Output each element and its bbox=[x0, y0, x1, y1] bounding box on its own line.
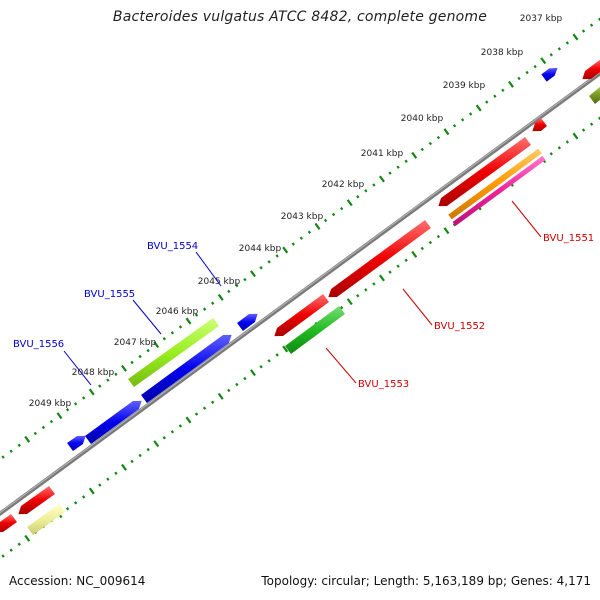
gene-feature[interactable] bbox=[328, 219, 431, 298]
gene-feature[interactable] bbox=[448, 148, 542, 220]
gene-feature[interactable] bbox=[532, 117, 547, 132]
gene-feature[interactable] bbox=[582, 59, 600, 80]
gene-feature[interactable] bbox=[18, 485, 55, 515]
gene-feature[interactable] bbox=[452, 155, 546, 227]
gene-feature[interactable] bbox=[27, 503, 65, 536]
scale-tick-label: 2049 kbp bbox=[29, 399, 72, 409]
gene-feature[interactable] bbox=[128, 317, 219, 388]
outer-scale-ring bbox=[1, 17, 600, 459]
genome-backbone bbox=[0, 70, 600, 517]
scale-tick-label: 2039 kbp bbox=[443, 81, 486, 91]
scale-tick-label: 2047 kbp bbox=[114, 338, 157, 348]
gene-feature[interactable] bbox=[274, 293, 329, 337]
gene-feature[interactable] bbox=[438, 136, 531, 207]
gene-feature[interactable] bbox=[67, 435, 86, 452]
genome-summary: Topology: circular; Length: 5,163,189 bp… bbox=[261, 574, 591, 588]
gene-label-forward[interactable]: BVU_1556 bbox=[13, 339, 64, 350]
gene-feature[interactable] bbox=[285, 305, 345, 355]
gene-label-reverse[interactable]: BVU_1552 bbox=[434, 321, 485, 332]
scale-tick-label: 2038 kbp bbox=[481, 48, 524, 58]
scale-tick-label: 2043 kbp bbox=[281, 212, 324, 222]
scale-tick-label: 2045 kbp bbox=[198, 277, 241, 287]
gene-feature[interactable] bbox=[0, 513, 17, 533]
map-title: Bacteroides vulgatus ATCC 8482, complete… bbox=[112, 9, 488, 25]
accession-label: Accession: NC_009614 bbox=[9, 574, 146, 588]
scale-tick-label: 2037 kbp bbox=[520, 14, 563, 24]
gene-feature[interactable] bbox=[85, 400, 142, 445]
gene-label-reverse[interactable]: BVU_1551 bbox=[543, 233, 594, 244]
gene-feature[interactable] bbox=[589, 86, 600, 105]
scale-tick-label: 2042 kbp bbox=[322, 180, 365, 190]
gene-feature[interactable] bbox=[541, 67, 558, 82]
gene-label-reverse[interactable]: BVU_1553 bbox=[358, 379, 409, 390]
scale-tick-label: 2040 kbp bbox=[401, 114, 444, 124]
scale-tick-label: 2041 kbp bbox=[361, 149, 404, 159]
gene-label-forward[interactable]: BVU_1555 bbox=[84, 289, 135, 300]
gene-feature[interactable] bbox=[141, 334, 232, 404]
gene-label-forward[interactable]: BVU_1554 bbox=[147, 241, 198, 252]
scale-tick-label: 2046 kbp bbox=[156, 307, 199, 317]
gene-feature[interactable] bbox=[237, 313, 258, 332]
scale-tick-label: 2048 kbp bbox=[72, 368, 115, 378]
scale-tick-label: 2044 kbp bbox=[239, 244, 282, 254]
